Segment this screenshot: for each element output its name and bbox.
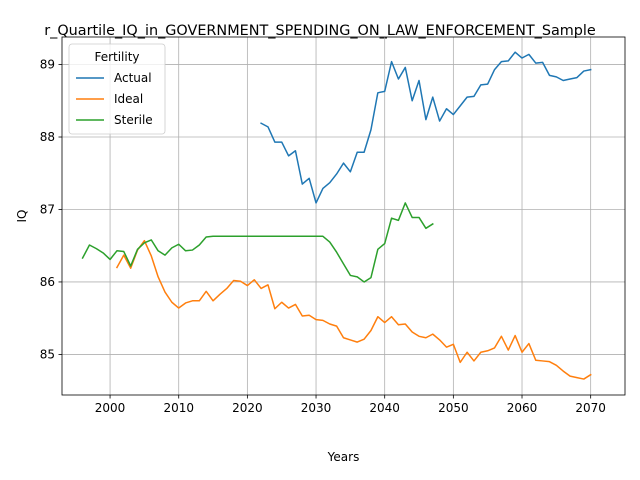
y-tick-label: 89 xyxy=(40,58,55,72)
x-tick-label: 2030 xyxy=(301,401,332,415)
y-tick-label: 85 xyxy=(40,347,55,361)
grid xyxy=(62,37,625,395)
chart-title: r_Quartile_IQ_in_GOVERNMENT_SPENDING_ON_… xyxy=(44,23,596,39)
x-tick-label: 2060 xyxy=(507,401,538,415)
x-axis-label: Years xyxy=(327,450,360,464)
x-tick-label: 2070 xyxy=(575,401,606,415)
x-tick-label: 2050 xyxy=(438,401,469,415)
y-axis-ticks: 85 86 87 88 89 xyxy=(40,58,62,361)
y-axis-label: IQ xyxy=(15,210,29,223)
y-tick-label: 88 xyxy=(40,130,55,144)
x-tick-label: 2020 xyxy=(232,401,263,415)
y-tick-label: 87 xyxy=(40,202,55,216)
series-line-ideal xyxy=(115,239,592,380)
legend: Fertility Actual Ideal Sterile xyxy=(68,43,166,135)
y-tick-label: 86 xyxy=(40,275,55,289)
legend-title: Fertility xyxy=(94,50,139,64)
series-line-actual xyxy=(260,51,592,204)
x-axis-ticks: 2000 2010 2020 2030 2040 2050 2060 2070 xyxy=(95,395,606,415)
series-line-sterile xyxy=(81,202,434,283)
legend-label-ideal: Ideal xyxy=(114,92,143,106)
legend-label-sterile: Sterile xyxy=(114,113,153,127)
x-tick-label: 2010 xyxy=(163,401,194,415)
legend-box xyxy=(68,43,166,135)
x-tick-label: 2000 xyxy=(95,401,126,415)
x-tick-label: 2040 xyxy=(369,401,400,415)
legend-label-actual: Actual xyxy=(114,71,152,85)
legend-entries: Actual Ideal Sterile xyxy=(76,71,153,127)
plot-frame xyxy=(61,36,626,396)
series-layer xyxy=(81,51,592,380)
